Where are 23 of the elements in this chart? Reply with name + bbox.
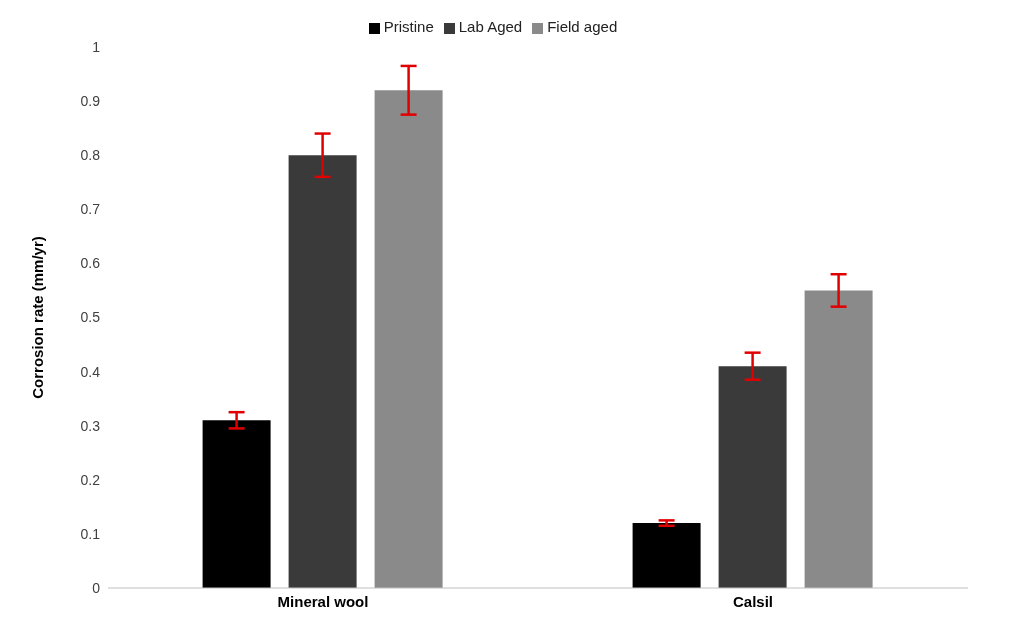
bar xyxy=(288,155,357,588)
y-tick-label: 0.4 xyxy=(80,363,101,380)
y-tick-label: 0.8 xyxy=(80,147,101,164)
x-tick-label: Calsil xyxy=(732,592,774,610)
x-tick-label: Mineral wool xyxy=(277,592,369,610)
legend-label: Pristine xyxy=(383,18,434,35)
bar xyxy=(804,290,873,588)
legend-label: Field aged xyxy=(547,18,618,35)
y-tick-label: 0.9 xyxy=(80,93,101,110)
y-tick-label: 0.2 xyxy=(80,471,101,488)
y-tick-label: 0.3 xyxy=(80,417,101,434)
y-axis-title: Corrosion rate (mm/yr) xyxy=(29,236,47,399)
y-tick-label: 0 xyxy=(92,579,101,596)
bar xyxy=(632,523,701,588)
y-tick-label: 0.7 xyxy=(80,201,101,218)
bar xyxy=(718,366,787,588)
bar xyxy=(374,90,443,588)
bar xyxy=(202,420,271,588)
legend-label: Lab Aged xyxy=(458,18,523,35)
y-tick-label: 0.5 xyxy=(80,309,101,326)
y-tick-label: 0.1 xyxy=(80,525,101,542)
y-tick-label: 0.6 xyxy=(80,255,101,272)
y-tick-label: 1 xyxy=(92,38,101,55)
